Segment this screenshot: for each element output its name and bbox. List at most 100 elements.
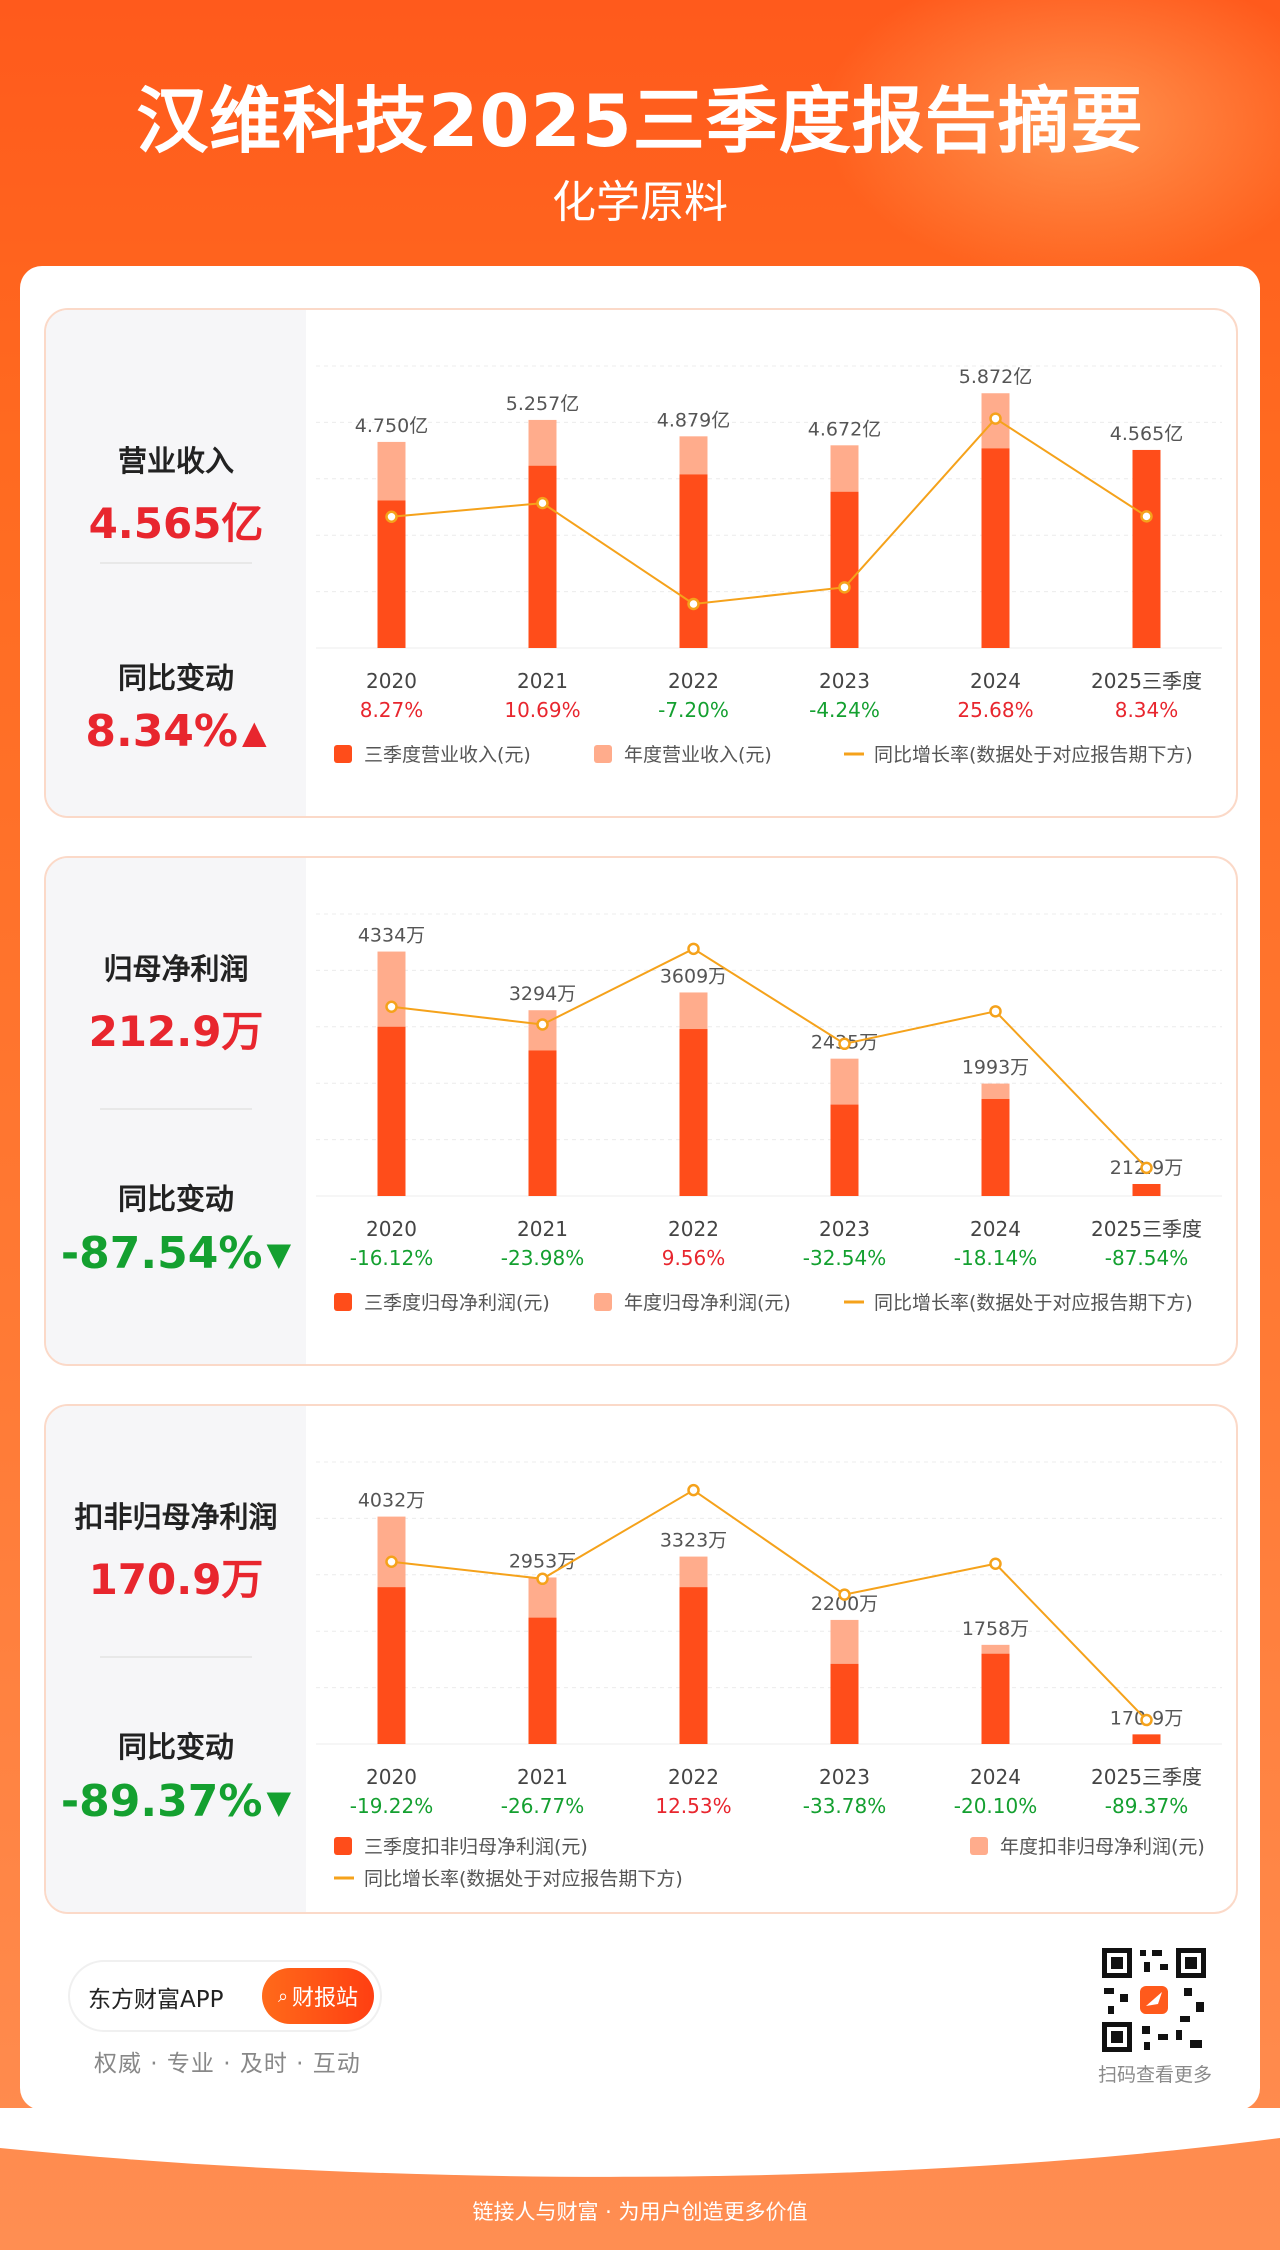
deducted-profit-chart: 4032万 2020 -19.22% 2953万 2021 -26.77% 3323万 202…: [316, 1461, 1222, 1890]
growth-point: [536, 1018, 549, 1031]
q3-bar: [981, 1653, 1010, 1744]
legend-q3-swatch: [334, 1837, 352, 1855]
report-station-label: 财报站: [292, 1986, 359, 2011]
qr-label: 扫码查看更多: [1097, 2064, 1212, 2086]
legend-q3-swatch: [334, 1293, 352, 1311]
bar-value-label: 3294万: [509, 983, 576, 1005]
growth-point: [687, 597, 700, 611]
growth-label: 12.53%: [655, 1794, 731, 1818]
metric-value: 170.9万: [88, 1555, 264, 1604]
header: 汉维科技2025三季度报告摘要 化学原料: [0, 0, 1280, 270]
app-name: 东方财富APP: [88, 1987, 224, 2013]
metric-label: 归母净利润: [103, 952, 249, 986]
growth-line: [391, 947, 1148, 1169]
legend-q3-swatch: [334, 745, 352, 763]
category-label: 2021: [517, 1765, 568, 1789]
legend-q3-label: 三季度营业收入(元): [364, 744, 531, 766]
growth-label: -87.54%: [1105, 1246, 1188, 1270]
q3-bar: [679, 1587, 708, 1744]
bar-value-label: 3323万: [660, 1530, 727, 1552]
q3-bar: [830, 491, 859, 648]
summary-divider: [100, 1656, 252, 1658]
category-label: 2024: [970, 669, 1021, 693]
growth-point: [989, 1005, 1002, 1018]
change-value: -87.54% ▼: [46, 1228, 306, 1279]
category-label: 2024: [970, 1765, 1021, 1789]
growth-point: [838, 1037, 851, 1051]
growth-point: [1140, 1713, 1153, 1727]
growth-label: -20.10%: [954, 1794, 1037, 1818]
q3-bar: [981, 448, 1010, 648]
q3-bar: [981, 1098, 1010, 1196]
arrow-down-icon: ▼: [266, 1782, 292, 1821]
header-glow: [820, 0, 1280, 270]
category-label: 2025三季度: [1091, 669, 1202, 693]
qr-code-icon[interactable]: [1100, 1946, 1208, 2054]
q3-bar: [1132, 449, 1161, 648]
arrow-down-icon: ▼: [266, 1234, 292, 1273]
growth-point: [989, 412, 1002, 425]
q3-bar: [377, 1026, 406, 1196]
growth-label: -32.54%: [803, 1246, 886, 1270]
bar-value-label: 1993万: [962, 1057, 1029, 1079]
q3-bar: [830, 1104, 859, 1196]
metric-value: 4.565亿: [88, 499, 264, 548]
metric-label: 营业收入: [117, 444, 234, 478]
app-pill[interactable]: 东方财富APP ⌕ 财报站: [70, 1962, 380, 2030]
q3-bar: [679, 474, 708, 648]
change-label: 同比变动: [117, 661, 234, 695]
revenue-panel: 营业收入 4.565亿 同比变动 8.34% ▲ 4.750亿 2020 8.27% 5…: [44, 308, 1238, 818]
category-label: 2024: [970, 1217, 1021, 1241]
growth-label: -16.12%: [350, 1246, 433, 1270]
category-label: 2021: [517, 1217, 568, 1241]
summary-divider: [100, 1108, 252, 1110]
category-label: 2022: [668, 669, 719, 693]
growth-point: [536, 1572, 549, 1586]
bar-value-label: 4334万: [358, 925, 425, 947]
change-value: -89.37% ▼: [46, 1776, 306, 1827]
bar-value-label: 4.750亿: [355, 415, 428, 437]
q3-bar: [377, 500, 406, 648]
bottom-tagline: 链接人与财富 · 为用户创造更多价值: [472, 2200, 808, 2224]
q3-bar: [830, 1663, 859, 1744]
growth-label: 10.69%: [504, 698, 580, 722]
category-label: 2020: [366, 669, 417, 693]
legend-growth-label: 同比增长率(数据处于对应报告期下方): [874, 1292, 1193, 1314]
q3-bar: [1132, 1183, 1161, 1196]
category-label: 2025三季度: [1091, 1217, 1202, 1241]
bar-value-label: 4032万: [358, 1490, 425, 1512]
legend-q3-label: 三季度归母净利润(元): [364, 1292, 550, 1314]
net-profit-chart: 4334万 2020 -16.12% 3294万 2021 -23.98% 3609万 202…: [316, 913, 1222, 1314]
growth-label: -23.98%: [501, 1246, 584, 1270]
growth-point: [385, 1555, 398, 1569]
metric-label: 扣非归母净利润: [74, 1500, 278, 1534]
search-icon: ⌕: [277, 1985, 289, 2007]
legend-annual-swatch: [594, 1293, 612, 1311]
change-value: 8.34% ▲: [46, 706, 306, 757]
growth-point: [1140, 1161, 1153, 1175]
deducted-profit-summary: 扣非归母净利润 170.9万 同比变动 -89.37% ▼: [46, 1406, 306, 1912]
legend-annual-label: 年度营业收入(元): [624, 744, 772, 766]
growth-line: [391, 417, 1148, 606]
q3-bar: [528, 465, 557, 648]
net-profit-summary: 归母净利润 212.9万 同比变动 -87.54% ▼: [46, 858, 306, 1364]
legend-annual-swatch: [594, 745, 612, 763]
bar-value-label: 3609万: [660, 965, 727, 987]
growth-line: [391, 1488, 1148, 1721]
report-station-button[interactable]: ⌕ 财报站: [262, 1968, 374, 2024]
arrow-up-icon: ▲: [242, 712, 267, 751]
category-label: 2021: [517, 669, 568, 693]
growth-point: [687, 1483, 700, 1497]
growth-label: -7.20%: [658, 698, 729, 722]
legend-annual-label: 年度归母净利润(元): [624, 1292, 791, 1314]
q3-bar: [679, 1029, 708, 1196]
growth-label: -18.14%: [954, 1246, 1037, 1270]
bar-value-label: 2953万: [509, 1550, 576, 1572]
growth-label: -26.77%: [501, 1794, 584, 1818]
growth-point: [385, 1000, 398, 1014]
q3-bar: [1132, 1734, 1161, 1744]
growth-point: [687, 942, 700, 956]
change-value-text: -89.37%: [60, 1776, 263, 1827]
growth-point: [536, 496, 549, 510]
legend-annual-label: 年度扣非归母净利润(元): [1000, 1836, 1205, 1858]
